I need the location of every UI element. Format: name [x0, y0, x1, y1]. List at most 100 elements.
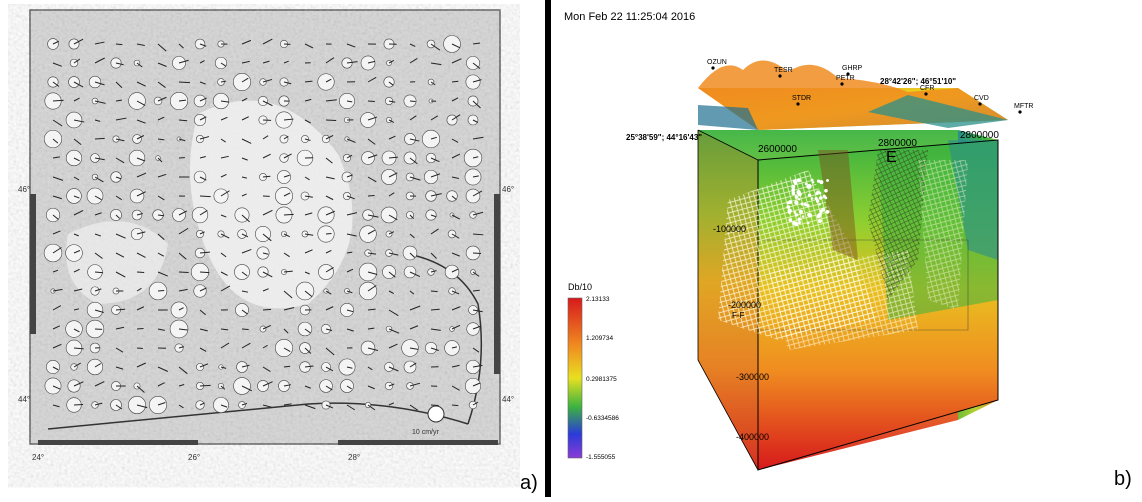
hypocenter-dot [821, 208, 825, 212]
velocity-arrow [200, 272, 209, 273]
axis-x-label: 2800000 [960, 130, 999, 141]
station-marker [778, 74, 781, 77]
velocity-arrow [368, 101, 375, 102]
hypocenter-dot [794, 222, 798, 226]
hypocenter-dot [818, 213, 822, 217]
hypocenter-dot [807, 222, 810, 225]
hypocenter-dot [811, 197, 814, 200]
velocity-arrow [284, 214, 294, 215]
lat-label: 44° [502, 395, 514, 404]
velocity-arrow [263, 309, 271, 310]
tomography-block: Mon Feb 22 11:25:04 2016 OZUN TESR GHRP PET… [548, 0, 1108, 497]
lat-label: 46° [18, 185, 30, 194]
hypocenter-dot [808, 193, 811, 196]
velocity-arrow [200, 385, 211, 386]
hypocenter-dot [826, 179, 829, 182]
velocity-arrow [179, 82, 190, 83]
hypocenter-dot [799, 210, 803, 214]
station-marker [796, 102, 799, 105]
hypocenter-dot [818, 203, 821, 206]
hypocenter-dot [794, 200, 798, 204]
colorbar-tick: 0.2981375 [586, 376, 617, 383]
hypocenter-dot [792, 187, 795, 190]
velocity-arrow [452, 405, 458, 406]
velocity-arrow [242, 329, 249, 330]
hypocenter-dot [806, 185, 810, 189]
axis-x-label: 2600000 [758, 144, 797, 155]
lon-label: 26° [188, 453, 200, 462]
hypocenter-dot [794, 211, 797, 214]
station-label: CFR [920, 85, 934, 92]
station-label: CVD [974, 95, 989, 102]
velocity-arrow [137, 272, 144, 273]
hypocenter-dot [802, 215, 805, 218]
hypocenter-dot [826, 210, 830, 214]
hypocenter-dot [786, 205, 790, 209]
hypocenter-dot [795, 195, 799, 199]
velocity-arrow [95, 138, 105, 139]
hypocenter-dot [811, 179, 814, 182]
hypocenter-dot [807, 213, 810, 216]
hypocenter-dot [819, 196, 823, 200]
hypocenter-dot [824, 189, 828, 193]
hypocenter-dot [812, 181, 814, 183]
colorbar-title: Db/10 [568, 282, 592, 292]
velocity-arrow [74, 404, 83, 405]
lat-label: 44° [18, 395, 30, 404]
depth-label: -300000 [736, 372, 769, 382]
station-label: STDR [792, 95, 811, 102]
hypocenter-dot [787, 201, 790, 204]
velocity-arrow [158, 290, 164, 291]
station-label: MFTR [1014, 103, 1033, 110]
label-e: E [886, 149, 897, 166]
panel-a-map: 46° 46° 44° 44° 24° 26° 28° 10 cm/yr a) [8, 4, 520, 490]
hypocenter-dot [804, 203, 807, 206]
lon-label: 24° [32, 453, 44, 462]
depth-label: -100000 [713, 224, 746, 234]
lat-label: 46° [502, 185, 514, 194]
station-marker [924, 92, 927, 95]
colorbar [568, 298, 582, 458]
station-label: GHRP [842, 65, 863, 72]
panel-letter-b: b) [1114, 468, 1132, 491]
hypocenter-dot [815, 192, 818, 195]
station-marker [1018, 110, 1021, 113]
station-label: OZUN [707, 59, 727, 66]
hypocenter-dot [796, 190, 800, 194]
depth-label: -200000 [728, 300, 761, 310]
hypocenter-dot [798, 221, 801, 224]
corner-coord-left: 25°38'59"; 44°16'43" [626, 133, 702, 142]
velocity-arrow [179, 272, 189, 273]
hypocenter-dot [798, 198, 800, 200]
colorbar-tick: 1.209734 [586, 335, 613, 342]
scale-note: 10 cm/yr [412, 429, 440, 436]
velocity-arrow [137, 348, 143, 349]
hypocenter-dot [791, 191, 795, 195]
hypocenter-dot [823, 195, 826, 198]
hypocenter-dot [816, 200, 819, 203]
station-label: PETR [836, 75, 855, 82]
scanned-map-image: 46° 46° 44° 44° 24° 26° 28° 10 cm/yr [8, 4, 520, 490]
axis-x-label: 2800000 [878, 138, 917, 149]
velocity-arrow [473, 253, 481, 254]
hypocenter-dot [805, 183, 808, 186]
velocity-arrow [200, 196, 211, 197]
velocity-arrow [431, 291, 438, 292]
hypocenter-dot [788, 218, 792, 222]
label-ff: F-F [732, 311, 745, 320]
velocity-arrow [116, 309, 125, 310]
corner-coord-right: 28°42'26"; 46°51'10" [880, 77, 956, 86]
hypocenter-dot [815, 197, 818, 200]
hypocenter-dot [801, 202, 804, 205]
station-marker [978, 102, 981, 105]
timestamp: Mon Feb 22 11:25:04 2016 [564, 11, 695, 23]
colorbar-tick: 2.13133 [586, 296, 610, 303]
hypocenter-dot [798, 218, 801, 221]
station-label: TESR [774, 67, 793, 74]
velocity-arrow [53, 100, 64, 101]
hypocenter-dot [818, 219, 822, 223]
station-marker [711, 66, 714, 69]
hypocenter-dot [788, 211, 791, 214]
velocity-arrow [368, 195, 375, 196]
hypocenter-dot [819, 180, 823, 184]
